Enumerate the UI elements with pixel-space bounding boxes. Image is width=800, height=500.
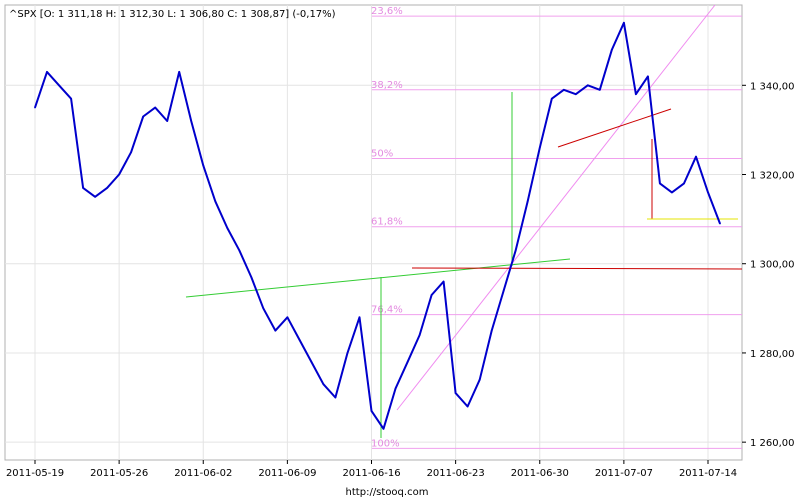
price-point bbox=[166, 120, 168, 122]
price-point bbox=[671, 191, 673, 194]
fibonacci-levels: 23,6% 38,2% 50% 61,8% 76,4% 100% bbox=[371, 6, 742, 449]
fib-level-label: 50% bbox=[371, 148, 393, 159]
price-point bbox=[130, 151, 132, 153]
quote-header: ^SPX [O: 1 311,18 H: 1 312,30 L: 1 306,8… bbox=[9, 9, 336, 20]
price-point bbox=[250, 276, 253, 278]
price-point bbox=[454, 392, 457, 394]
price-point bbox=[466, 405, 469, 408]
x-axis: 2011-05-19 2011-05-26 2011-06-02 2011-06-09… bbox=[6, 460, 737, 479]
price-point bbox=[683, 182, 685, 185]
fib-level-label: 100% bbox=[371, 438, 400, 449]
price-point bbox=[106, 187, 108, 189]
y-tick-label: 1 300,00 bbox=[750, 260, 795, 271]
price-point bbox=[46, 71, 48, 73]
x-tick-label: 2011-07-14 bbox=[679, 468, 737, 479]
green-trendline bbox=[185, 258, 571, 298]
price-point bbox=[202, 164, 205, 167]
price-point bbox=[382, 428, 385, 430]
x-tick-label: 2011-06-30 bbox=[511, 468, 569, 479]
price-point bbox=[442, 280, 445, 283]
x-tick-label: 2011-07-07 bbox=[595, 468, 653, 479]
price-point bbox=[58, 84, 60, 87]
fib-level-label: 76,4% bbox=[371, 305, 403, 316]
x-tick-label: 2011-05-26 bbox=[90, 468, 148, 479]
x-tick-label: 2011-06-02 bbox=[174, 468, 232, 479]
price-point bbox=[539, 146, 541, 149]
x-tick-label: 2011-05-19 bbox=[6, 468, 64, 479]
price-series bbox=[34, 21, 721, 430]
price-point bbox=[430, 294, 433, 296]
price-point bbox=[406, 361, 409, 363]
price-point bbox=[478, 378, 481, 381]
price-point bbox=[635, 93, 637, 95]
price-point bbox=[34, 106, 36, 109]
price-point bbox=[490, 329, 493, 332]
fib-level-label: 23,6% bbox=[371, 6, 403, 17]
price-point bbox=[310, 361, 313, 363]
price-point bbox=[719, 222, 721, 225]
source-url[interactable]: http://stooq.com bbox=[346, 487, 429, 498]
gridlines bbox=[5, 5, 742, 460]
price-point bbox=[154, 106, 156, 109]
price-point bbox=[611, 48, 613, 51]
price-point bbox=[599, 89, 601, 91]
x-tick-label: 2011-06-23 bbox=[427, 468, 485, 479]
price-point bbox=[178, 71, 180, 73]
price-point bbox=[659, 182, 661, 185]
price-point bbox=[262, 307, 265, 310]
y-axis: 1 260,00 1 280,00 1 300,00 1 320,00 1 340,00 bbox=[742, 81, 795, 449]
price-point bbox=[298, 338, 301, 341]
price-point bbox=[575, 93, 577, 95]
price-point bbox=[394, 387, 397, 390]
price-point bbox=[695, 155, 697, 158]
price-point bbox=[142, 115, 144, 118]
price-point bbox=[226, 227, 229, 229]
price-point bbox=[587, 84, 589, 87]
price-point bbox=[370, 410, 373, 412]
price-point bbox=[563, 89, 565, 91]
y-tick-label: 1 320,00 bbox=[750, 171, 795, 182]
price-point bbox=[82, 187, 84, 189]
y-tick-label: 1 340,00 bbox=[750, 81, 795, 92]
price-point bbox=[214, 200, 217, 203]
price-point bbox=[322, 383, 325, 386]
red-support-line bbox=[411, 267, 743, 270]
price-point bbox=[647, 75, 649, 78]
price-point bbox=[526, 200, 529, 203]
price-point bbox=[346, 352, 349, 354]
price-line bbox=[34, 21, 721, 430]
price-point bbox=[274, 329, 277, 332]
price-point bbox=[418, 334, 421, 336]
price-point bbox=[334, 396, 337, 399]
price-point bbox=[190, 120, 192, 122]
price-point bbox=[514, 249, 517, 252]
fib-level-label: 38,2% bbox=[371, 80, 403, 91]
y-tick-label: 1 260,00 bbox=[750, 438, 795, 449]
price-point bbox=[94, 196, 96, 198]
fib-level-label: 61,8% bbox=[371, 217, 403, 228]
price-point bbox=[118, 173, 120, 176]
price-point bbox=[623, 22, 625, 24]
price-point bbox=[286, 316, 289, 319]
x-tick-label: 2011-06-16 bbox=[342, 468, 400, 479]
price-point bbox=[238, 249, 241, 252]
plot-frame bbox=[4, 4, 743, 461]
price-point bbox=[551, 97, 553, 100]
x-tick-label: 2011-06-09 bbox=[258, 468, 316, 479]
y-tick-label: 1 280,00 bbox=[750, 349, 795, 360]
price-point bbox=[70, 97, 72, 100]
price-point bbox=[502, 289, 505, 292]
price-point bbox=[358, 316, 361, 319]
price-point bbox=[707, 191, 709, 194]
